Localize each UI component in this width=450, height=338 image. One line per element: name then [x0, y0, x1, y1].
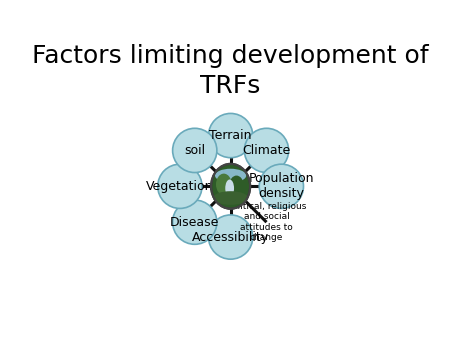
- Text: Terrain: Terrain: [209, 129, 252, 142]
- Text: Disease: Disease: [170, 216, 220, 229]
- Ellipse shape: [230, 175, 243, 193]
- Text: Factors limiting development of
TRFs: Factors limiting development of TRFs: [32, 45, 429, 98]
- Ellipse shape: [215, 169, 246, 183]
- Text: Population
density: Population density: [249, 172, 314, 200]
- Text: soil: soil: [184, 144, 205, 157]
- Circle shape: [173, 128, 217, 172]
- Circle shape: [158, 164, 202, 209]
- Ellipse shape: [216, 174, 232, 195]
- Text: Political, religious
and social
attitudes to
change: Political, religious and social attitude…: [227, 202, 306, 242]
- Circle shape: [208, 114, 253, 158]
- Circle shape: [208, 215, 253, 259]
- Circle shape: [244, 128, 288, 172]
- Text: Vegetation: Vegetation: [146, 180, 214, 193]
- Ellipse shape: [213, 191, 248, 205]
- Text: Accessibility: Accessibility: [192, 231, 269, 244]
- Ellipse shape: [225, 179, 234, 197]
- Circle shape: [259, 164, 303, 209]
- Ellipse shape: [211, 164, 250, 209]
- Text: Climate: Climate: [243, 144, 291, 157]
- Circle shape: [173, 200, 217, 244]
